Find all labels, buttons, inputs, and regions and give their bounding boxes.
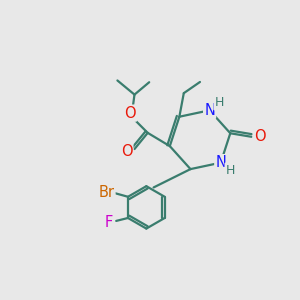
- Text: N: N: [204, 103, 215, 118]
- Text: H: H: [214, 96, 224, 110]
- Text: N: N: [215, 155, 226, 170]
- Text: H: H: [226, 164, 235, 176]
- Text: O: O: [254, 129, 265, 144]
- Text: Br: Br: [98, 185, 115, 200]
- Text: O: O: [124, 106, 136, 121]
- Text: F: F: [105, 215, 113, 230]
- Text: O: O: [121, 144, 132, 159]
